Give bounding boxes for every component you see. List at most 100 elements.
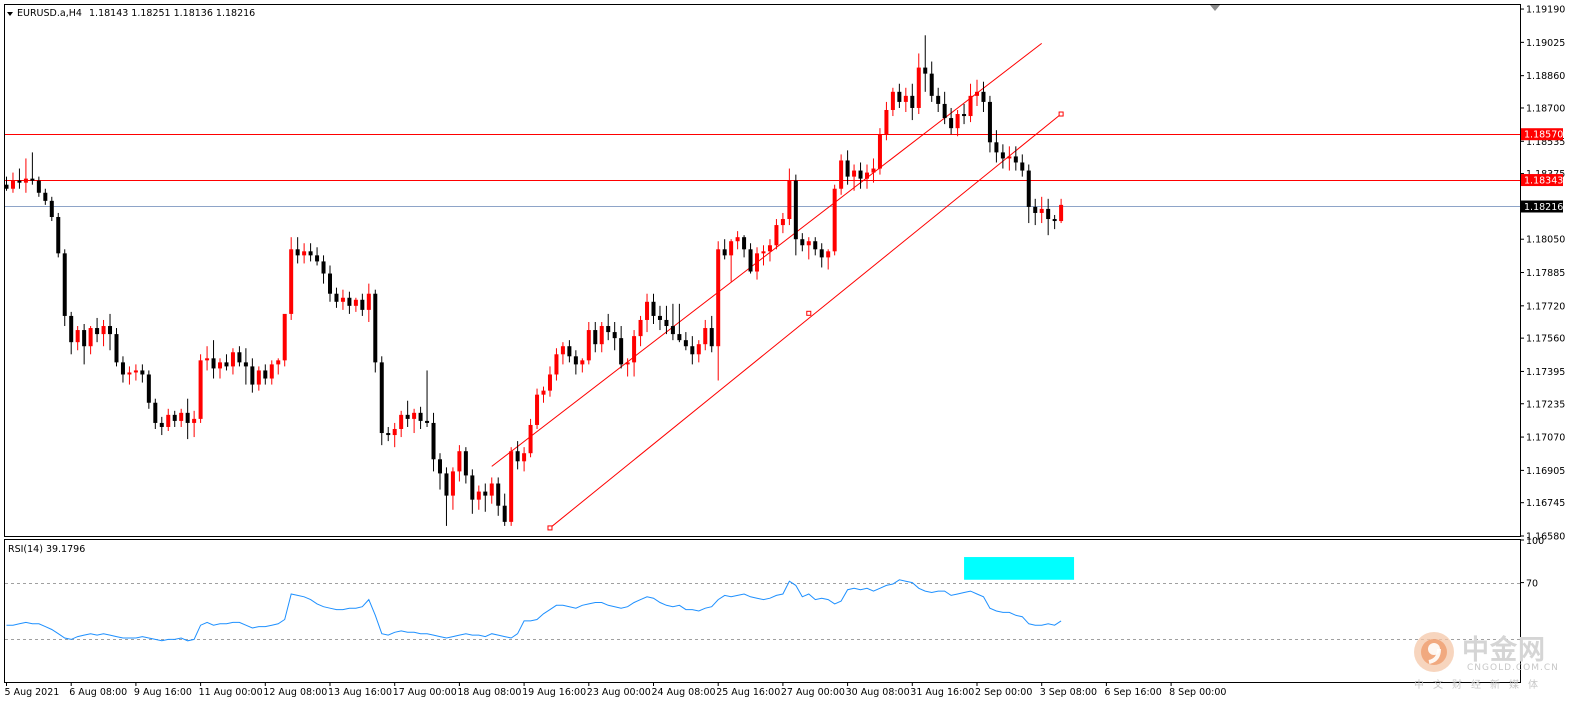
candle-bear	[813, 241, 818, 250]
candle-bear	[923, 67, 928, 74]
candle-bear	[43, 192, 48, 201]
candle-bull	[230, 352, 235, 367]
candle-bear	[360, 299, 365, 310]
candle-bull	[192, 418, 197, 423]
candle-bear	[949, 118, 954, 129]
candle-bull	[10, 180, 15, 189]
candle-bear	[463, 451, 468, 476]
time-tick-label: 24 Aug 08:00	[652, 687, 716, 698]
candle-bull	[198, 360, 203, 419]
channel-anchor-handle	[1058, 111, 1064, 117]
rsi-pane-frame	[4, 539, 1521, 683]
level-price-tag	[1521, 128, 1563, 141]
candle-bear	[496, 483, 501, 506]
candle-bull	[774, 225, 779, 246]
candle-bull	[75, 330, 80, 343]
candle-bear	[606, 326, 611, 333]
candle-bear	[677, 334, 682, 341]
candle-bear	[619, 338, 624, 365]
rsi-tick-label: 100	[1526, 536, 1544, 547]
candle-bull	[399, 414, 404, 429]
candle-bull	[127, 372, 132, 375]
candle-bull	[276, 360, 281, 365]
channel-anchor-handle	[806, 310, 812, 316]
candle-bull	[528, 424, 533, 454]
level-price-tag	[1521, 174, 1563, 187]
price-tick-label: 1.17885	[1526, 268, 1565, 279]
candle-bull	[541, 390, 546, 395]
time-tick-label: 6 Sep 16:00	[1104, 687, 1161, 698]
candle-bull	[871, 168, 876, 173]
watermark-domain: CNGOLD.COM.CN	[1467, 663, 1559, 673]
candle-bear	[82, 330, 87, 347]
price-tick-label: 1.17070	[1526, 433, 1565, 444]
candle-bull	[780, 219, 785, 226]
candle-bull	[599, 326, 604, 345]
candle-bear	[567, 346, 572, 357]
time-axis: 5 Aug 2021 6 Aug 08:00 9 Aug 16:00 11 Aug 0…	[5, 682, 1226, 698]
candle-bull	[489, 483, 494, 496]
candle-bear	[30, 178, 35, 181]
candle-bear	[515, 451, 520, 462]
candle-bear	[1033, 206, 1038, 213]
candle-bull	[645, 301, 650, 320]
candle-bear	[612, 332, 617, 339]
candle-bull	[205, 358, 210, 361]
candle-bear	[573, 356, 578, 365]
candle-bull	[179, 412, 184, 421]
candle-bull	[256, 370, 261, 385]
candle-bear	[386, 433, 391, 436]
cngold-logo-icon	[1414, 632, 1454, 672]
candle-bull	[547, 374, 552, 391]
candle-bull	[580, 360, 585, 365]
candle-bull	[767, 245, 772, 252]
candle-bull	[340, 297, 345, 302]
price-axis: 1.19190 1.19025 1.18860 1.18700 1.18535 1.183…	[1520, 5, 1565, 543]
candle-bear	[748, 249, 753, 272]
candle-bear	[159, 422, 164, 427]
candle-bear	[373, 293, 378, 363]
horizontal-levels[interactable]	[5, 134, 1520, 207]
candle-bear	[1026, 170, 1031, 207]
candle-bear	[742, 237, 747, 250]
candle-bear	[211, 358, 216, 369]
candle-bear	[140, 370, 145, 375]
candle-bull	[703, 328, 708, 345]
time-tick-label: 13 Aug 16:00	[328, 687, 392, 698]
candle-bull	[476, 491, 481, 500]
candle-bull	[554, 354, 559, 375]
trend-channel[interactable]	[491, 42, 1064, 531]
candle-bear	[17, 180, 22, 183]
candle-bear	[405, 414, 410, 419]
chart-shift-marker-icon[interactable]	[1210, 5, 1220, 11]
candle-bear	[49, 200, 54, 217]
price-tick-label: 1.17235	[1526, 399, 1565, 410]
candle-bull	[101, 326, 106, 335]
candle-bull	[852, 170, 857, 177]
candle-bull	[560, 346, 565, 355]
candle-bull	[133, 370, 138, 373]
candle-bear	[321, 261, 326, 274]
symbol-header: EURUSD.a,H4	[17, 8, 82, 19]
candle-bull	[457, 451, 462, 472]
time-tick-label: 12 Aug 08:00	[263, 687, 327, 698]
time-tick-label: 18 Aug 08:00	[457, 687, 521, 698]
time-tick-label: 11 Aug 00:00	[199, 687, 263, 698]
price-pane-frame	[4, 4, 1521, 537]
candle-bear	[1013, 156, 1018, 163]
symbol-menu-triangle-icon[interactable]	[7, 12, 13, 16]
candle-bear	[722, 249, 727, 256]
watermark-title: 中金网	[1462, 635, 1546, 666]
candle-bull	[366, 293, 371, 310]
time-tick-label: 19 Aug 16:00	[522, 687, 586, 698]
candle-bear	[95, 328, 100, 335]
candle-bull	[289, 249, 294, 314]
candle-bear	[1052, 219, 1057, 222]
candle-bear	[657, 315, 662, 320]
candle-bear	[153, 402, 158, 423]
time-tick-label: 30 Aug 08:00	[846, 687, 910, 698]
candle-bear	[295, 249, 300, 256]
time-tick-label: 5 Aug 2021	[5, 687, 60, 698]
candle-bear	[709, 328, 714, 347]
candle-bull	[535, 394, 540, 425]
